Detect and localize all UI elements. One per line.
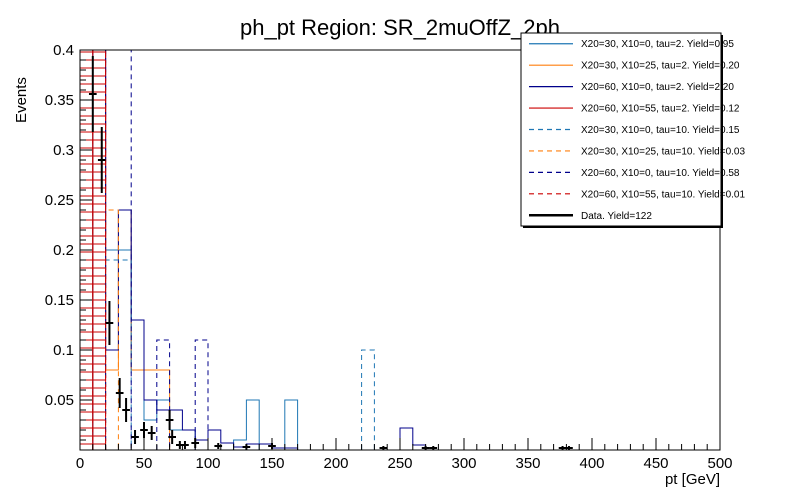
series-line-2 bbox=[92, 99, 183, 451]
legend-label: X20=30, X10=25, tau=10. Yield=0.03 bbox=[581, 146, 745, 157]
data-point bbox=[147, 426, 156, 440]
legend-label: X20=60, X10=55, tau=10. Yield=0.01 bbox=[581, 189, 745, 200]
legend-entry: X20=30, X10=25, tau=10. Yield=0.03 bbox=[529, 146, 745, 157]
legend-entry: X20=60, X10=55, tau=10. Yield=0.01 bbox=[529, 189, 745, 200]
x-axis: 0 50 100 150 200 250 300 350 400 450 500 bbox=[76, 438, 733, 472]
x-tick-label: 150 bbox=[259, 455, 284, 472]
legend-entry: X20=30, X10=0, tau=2. Yield=0.95 bbox=[529, 39, 734, 50]
y-tick-label: 0.15 bbox=[45, 292, 74, 309]
legend-entry: Data. Yield=122 bbox=[529, 211, 652, 222]
y-tick-label: 0.35 bbox=[45, 92, 74, 109]
legend-label: X20=30, X10=0, tau=10. Yield=0.15 bbox=[581, 125, 740, 136]
legend-entry: X20=60, X10=0, tau=2. Yield=2.20 bbox=[529, 82, 734, 93]
legend-label: X20=30, X10=25, tau=2. Yield=0.20 bbox=[581, 61, 740, 72]
y-tick-label: 0.1 bbox=[53, 342, 74, 359]
data-point bbox=[88, 56, 97, 132]
data-point bbox=[165, 410, 174, 430]
y-tick-label: 0.2 bbox=[53, 242, 74, 259]
y-tick-label: 0.4 bbox=[53, 42, 74, 59]
x-tick-label: 0 bbox=[76, 455, 84, 472]
legend-label: X20=30, X10=0, tau=2. Yield=0.95 bbox=[581, 39, 734, 50]
legend-label: X20=60, X10=0, tau=2. Yield=2.20 bbox=[581, 82, 734, 93]
data-point bbox=[131, 430, 139, 444]
y-tick-label: 0.05 bbox=[45, 392, 74, 409]
x-tick-label: 250 bbox=[387, 455, 412, 472]
data-point bbox=[140, 422, 148, 438]
legend-entry: X20=30, X10=25, tau=2. Yield=0.20 bbox=[529, 61, 740, 72]
data-point bbox=[115, 378, 124, 408]
x-tick-label: 100 bbox=[195, 455, 220, 472]
y-tick-label: 0.25 bbox=[45, 192, 74, 209]
data-point bbox=[122, 398, 130, 422]
data-point bbox=[97, 127, 106, 193]
x-tick-label: 450 bbox=[643, 455, 668, 472]
data-point bbox=[105, 301, 114, 345]
x-tick-label: 350 bbox=[515, 455, 540, 472]
chart-title: ph_pt Region: SR_2muOffZ_2ph bbox=[240, 15, 560, 40]
legend-entry: X20=60, X10=55, tau=2. Yield=0.12 bbox=[529, 104, 740, 115]
legend: X20=30, X10=0, tau=2. Yield=0.95 X20=30, … bbox=[520, 32, 745, 228]
data-point bbox=[379, 446, 388, 450]
legend-label: X20=60, X10=55, tau=2. Yield=0.12 bbox=[581, 104, 740, 115]
legend-label: X20=60, X10=0, tau=10. Yield=0.58 bbox=[581, 168, 740, 179]
legend-entry: X20=60, X10=0, tau=10. Yield=0.58 bbox=[529, 168, 740, 179]
y-tick-label: 0.3 bbox=[53, 142, 74, 159]
legend-label: Data. Yield=122 bbox=[581, 211, 652, 222]
data-point bbox=[168, 430, 176, 444]
x-axis-label: pt [GeV] bbox=[665, 471, 720, 488]
plot-series bbox=[80, 49, 439, 451]
y-axis: 0.05 0.1 0.15 0.2 0.25 0.3 0.35 0.4 bbox=[45, 42, 92, 441]
legend-entry: X20=30, X10=0, tau=10. Yield=0.15 bbox=[529, 125, 740, 136]
x-tick-label: 400 bbox=[579, 455, 604, 472]
data-point bbox=[429, 446, 438, 450]
x-tick-label: 500 bbox=[707, 455, 732, 472]
x-tick-label: 50 bbox=[136, 455, 153, 472]
x-tick-label: 300 bbox=[451, 455, 476, 472]
series-line-3 bbox=[92, 49, 439, 451]
y-axis-label: Events bbox=[13, 77, 30, 123]
series-line-1 bbox=[92, 49, 311, 451]
data-points bbox=[88, 56, 573, 450]
x-tick-label: 200 bbox=[323, 455, 348, 472]
